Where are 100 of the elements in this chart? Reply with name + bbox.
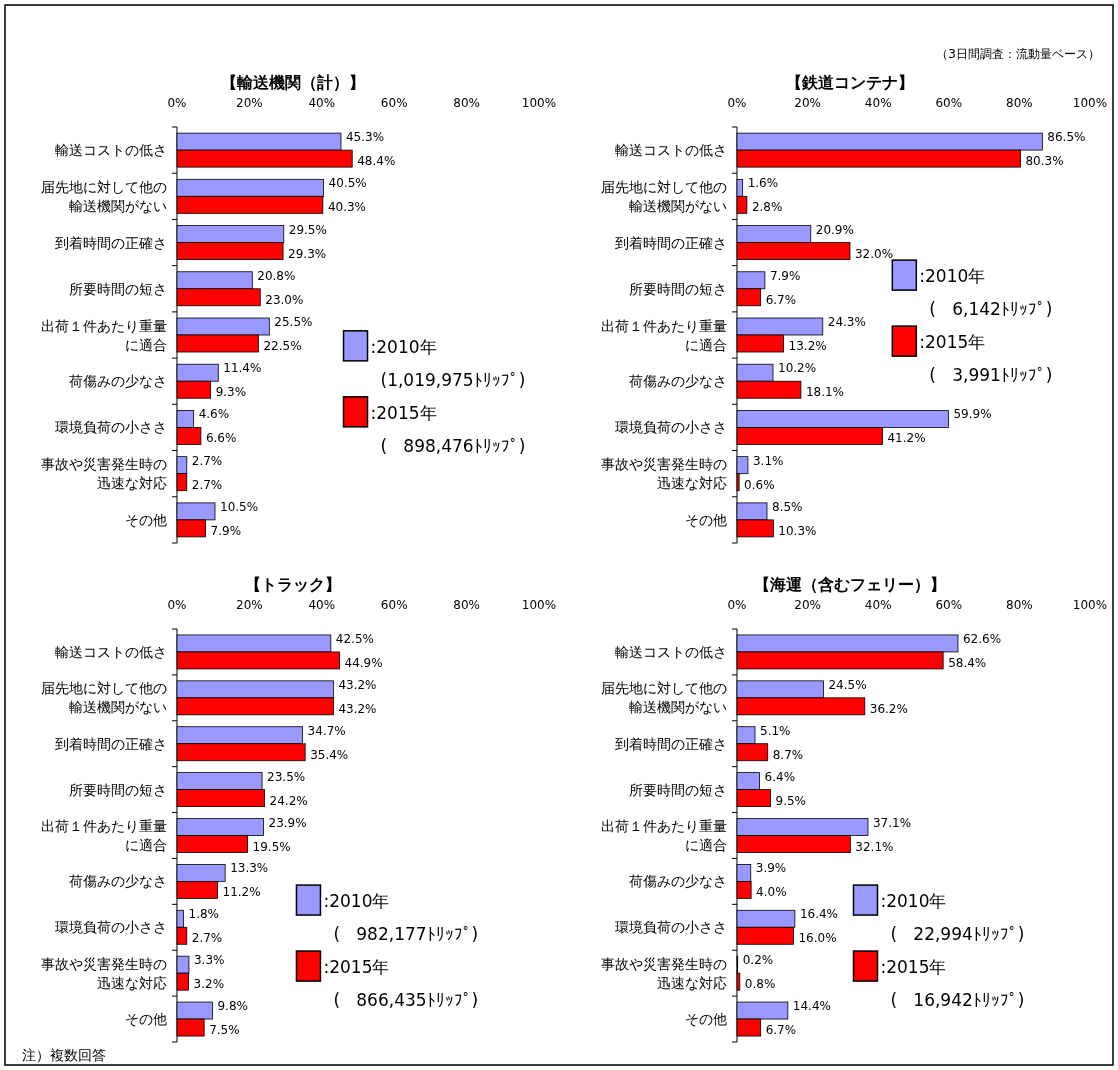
data-label: 22.5% xyxy=(263,339,302,353)
y-tick-label: 荷傷みの少なさ xyxy=(69,373,167,390)
x-tick-label: 100% xyxy=(1072,598,1108,612)
data-label: 6.7% xyxy=(765,1023,797,1038)
data-label: 40.5% xyxy=(328,176,367,191)
data-label: 7.9% xyxy=(769,268,801,283)
data-label: 4.6% xyxy=(198,407,230,422)
data-label: 19.5% xyxy=(252,839,291,854)
legend-label: :2015年( 866,435ﾄﾘｯﾌﾟ) xyxy=(323,957,479,1011)
data-label: 9.5% xyxy=(775,793,807,808)
data-label: 13.3% xyxy=(230,861,269,876)
data-label: 7.5% xyxy=(209,1023,240,1038)
data-label: 23.5% xyxy=(267,769,306,784)
data-label: 18.1% xyxy=(805,385,845,400)
data-label: 45.3% xyxy=(345,130,385,145)
data-label: 14.4% xyxy=(792,999,831,1014)
x-tick-label: 20% xyxy=(236,96,263,110)
text: （3日間調査：流動量ベース） xyxy=(936,47,1100,61)
x-tick-label: 40% xyxy=(864,96,892,110)
y-tick-label: 所要時間の短さ xyxy=(629,781,727,798)
data-label: 25.5% xyxy=(274,315,313,329)
data-label: 4.0% xyxy=(756,885,787,900)
chart-title: 【輸送機関（計）】 xyxy=(220,73,365,92)
y-tick-label: 環境負荷の小ささ xyxy=(55,419,167,436)
x-tick-label: 80% xyxy=(1006,96,1033,110)
data-label: 1.8% xyxy=(188,907,220,922)
data-label: 6.6% xyxy=(205,431,237,446)
data-label: 0.2% xyxy=(742,953,774,968)
x-tick-label: 100% xyxy=(521,96,557,110)
y-tick-label: その他 xyxy=(685,511,727,528)
x-tick-label: 20% xyxy=(794,598,821,612)
data-label: 6.4% xyxy=(764,769,796,784)
data-label: 2.7% xyxy=(191,453,223,468)
y-tick-label: 環境負荷の小ささ xyxy=(615,419,727,436)
y-tick-label: 荷傷みの少なさ xyxy=(629,873,727,890)
data-label: 48.4% xyxy=(357,154,396,169)
y-tick-label: 到着時間の正確さ xyxy=(55,234,167,251)
data-label: 86.5% xyxy=(1047,130,1086,145)
data-label: 10.5% xyxy=(220,499,259,514)
y-tick-label: 環境負荷の小ささ xyxy=(615,919,727,936)
x-tick-label: 100% xyxy=(1072,96,1108,110)
data-label: 42.5% xyxy=(335,631,374,646)
x-tick-label: 0% xyxy=(167,598,187,612)
legend-label: :2015年( 3,991ﾄﾘｯﾌﾟ) xyxy=(919,332,1053,386)
x-tick-label: 60% xyxy=(935,96,963,110)
data-label: 24.3% xyxy=(827,315,866,329)
y-tick-label: 輸送コストの低さ xyxy=(55,643,167,660)
y-tick-label: 届先地に対して他の輸送機関がない xyxy=(41,178,167,214)
y-tick-label: 到着時間の正確さ xyxy=(55,735,167,752)
chart-title: 【海運（含むフェリー）】 xyxy=(753,575,946,594)
x-tick-label: 60% xyxy=(380,96,408,110)
data-label: 43.2% xyxy=(338,701,377,716)
x-tick-label: 40% xyxy=(308,96,336,110)
data-label: 62.6% xyxy=(962,631,1002,646)
data-label: 8.7% xyxy=(772,747,804,762)
data-label: 34.7% xyxy=(307,723,346,738)
y-tick-label: 荷傷みの少なさ xyxy=(629,373,727,390)
data-label: 3.1% xyxy=(752,453,784,468)
y-tick-label: 環境負荷の小ささ xyxy=(55,919,167,936)
data-label: 10.2% xyxy=(778,361,817,376)
y-tick-label: 届先地に対して他の輸送機関がない xyxy=(41,680,167,716)
y-tick-label: 荷傷みの少なさ xyxy=(69,873,167,890)
data-label: 2.7% xyxy=(191,477,223,492)
x-tick-label: 20% xyxy=(794,96,821,110)
data-label: 3.3% xyxy=(193,953,225,968)
x-tick-label: 80% xyxy=(453,598,480,612)
y-tick-label: 事故や災害発生時の迅速な対応 xyxy=(41,955,167,991)
x-tick-label: 0% xyxy=(727,598,747,612)
y-tick-label: 所要時間の短さ xyxy=(629,280,727,297)
y-tick-label: 事故や災害発生時の迅速な対応 xyxy=(41,456,167,492)
y-tick-label: 事故や災害発生時の迅速な対応 xyxy=(601,955,727,991)
x-tick-label: 40% xyxy=(308,598,336,612)
data-label: 23.0% xyxy=(265,292,304,307)
data-label: 44.9% xyxy=(344,655,383,670)
data-label: 59.9% xyxy=(953,407,992,422)
y-tick-label: 所要時間の短さ xyxy=(69,781,167,798)
data-label: 11.4% xyxy=(223,361,262,376)
x-tick-label: 60% xyxy=(935,598,963,612)
x-tick-label: 0% xyxy=(167,96,187,110)
y-tick-label: 出荷１件あたり重量に適合 xyxy=(601,818,727,853)
data-label: 11.2% xyxy=(222,885,261,900)
data-label: 7.9% xyxy=(210,523,242,538)
data-label: 2.7% xyxy=(191,931,223,946)
y-tick-label: 輸送コストの低さ xyxy=(615,643,727,660)
y-tick-label: 届先地に対して他の輸送機関がない xyxy=(601,178,727,214)
data-label: 29.5% xyxy=(288,222,327,237)
data-label: 16.4% xyxy=(799,907,839,922)
y-tick-label: 届先地に対して他の輸送機関がない xyxy=(601,680,727,716)
data-label: 58.4% xyxy=(948,655,987,670)
data-label: 32.1% xyxy=(855,839,894,854)
data-label: 37.1% xyxy=(872,815,912,830)
x-tick-label: 20% xyxy=(236,598,263,612)
legend-label: :2015年( 16,942ﾄﾘｯﾌﾟ) xyxy=(880,957,1025,1011)
data-label: 3.2% xyxy=(193,977,225,992)
legend-label: :2010年( 982,177ﾄﾘｯﾌﾟ) xyxy=(323,891,479,945)
y-tick-label: その他 xyxy=(125,511,167,528)
data-label: 80.3% xyxy=(1025,154,1064,169)
data-label: 24.5% xyxy=(828,677,867,692)
data-label: 32.0% xyxy=(854,246,894,261)
data-label: 10.3% xyxy=(778,523,817,538)
